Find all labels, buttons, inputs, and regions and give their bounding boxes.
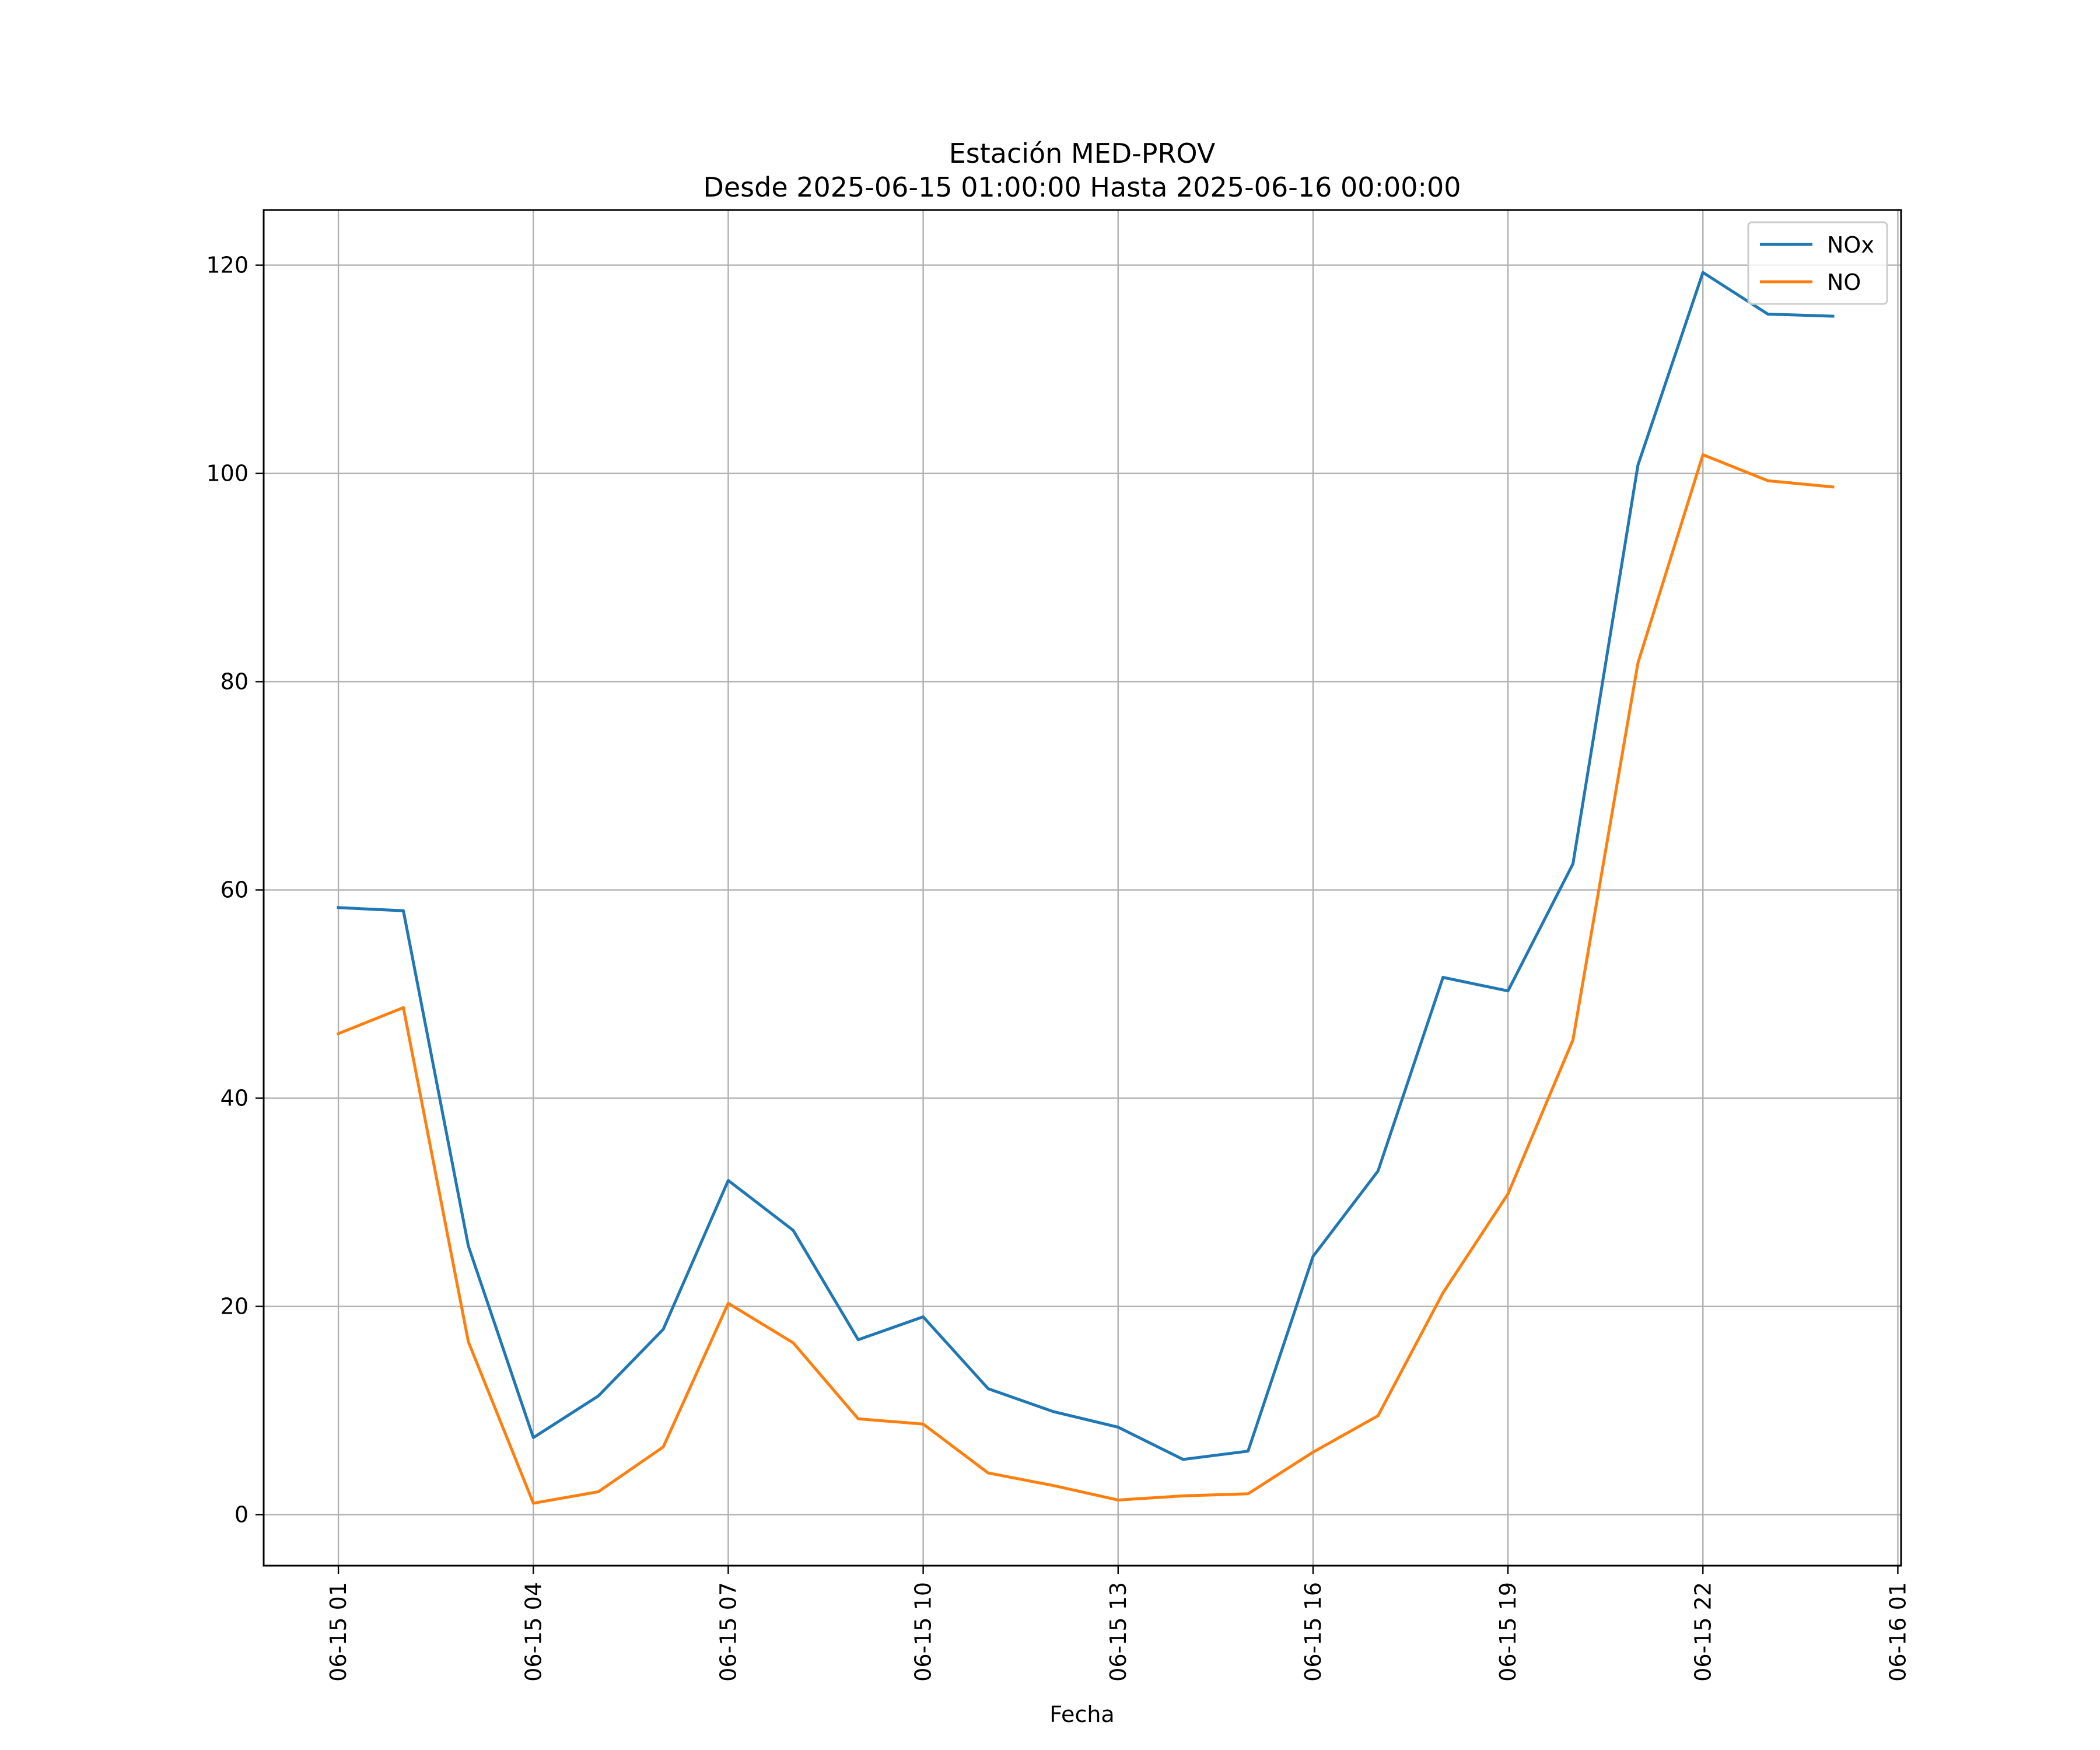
y-tick-label: 100 (206, 461, 249, 487)
y-tick-label: 80 (220, 669, 249, 695)
y-tick-label: 60 (220, 877, 249, 903)
y-tick-label: 120 (206, 253, 249, 278)
chart-subtitle: Desde 2025-06-15 01:00:00 Hasta 2025-06-… (703, 172, 1461, 203)
x-tick-label: 06-15 22 (1690, 1582, 1716, 1682)
x-tick-label: 06-15 04 (520, 1582, 546, 1682)
x-tick-label: 06-15 07 (715, 1582, 741, 1682)
series-line-nox (337, 271, 1835, 1461)
chart-title: Estación MED-PROV (949, 138, 1216, 169)
y-axis: 0 20 40 60 80 100 120 (206, 253, 264, 1528)
series-layer (336, 271, 1835, 1505)
x-tick-label: 06-15 01 (326, 1582, 351, 1682)
plot-frame (262, 209, 1902, 1567)
x-tick-label: 06-15 13 (1105, 1582, 1131, 1682)
y-tick-label: 20 (220, 1294, 249, 1320)
y-tick-label: 0 (235, 1502, 249, 1528)
legend-box (1747, 221, 1888, 305)
legend-label-no: NO (1827, 270, 1861, 295)
legend-label-nox: NOx (1827, 232, 1874, 258)
grid (264, 210, 1901, 1566)
legend: NOx NO (1747, 221, 1888, 305)
x-tick-label: 06-15 16 (1300, 1582, 1326, 1682)
y-tick-label: 40 (220, 1086, 249, 1111)
x-tick-label: 06-15 19 (1495, 1582, 1521, 1682)
x-axis: 06-15 01 06-15 04 06-15 07 06-15 10 06-15 13… (326, 1566, 1910, 1682)
x-axis-label: Fecha (1049, 1702, 1114, 1727)
x-tick-label: 06-15 10 (911, 1582, 936, 1682)
x-tick-label: 06-16 01 (1885, 1582, 1910, 1682)
series-line-no (336, 453, 1835, 1505)
